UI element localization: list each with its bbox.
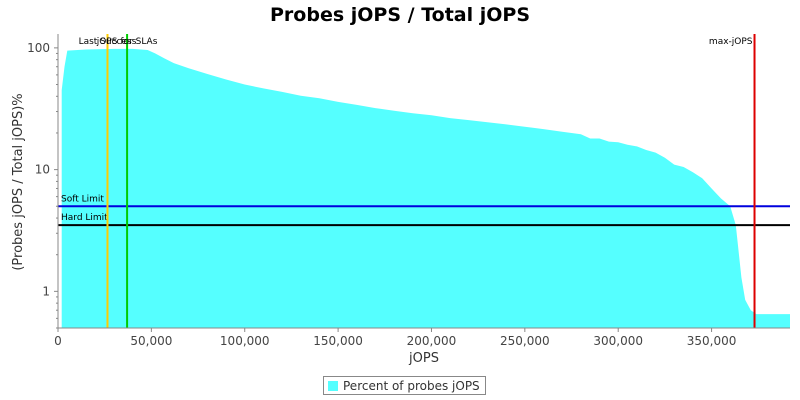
x-tick-label-6: 300,000 <box>593 334 643 348</box>
v-marker-label-1: jOPS for SLAs <box>96 37 158 47</box>
x-tick-label-2: 100,000 <box>220 334 270 348</box>
h-marker-label-0: Soft Limit <box>61 194 104 204</box>
x-axis-title: jOPS <box>408 351 439 366</box>
x-tick-label-7: 350,000 <box>687 334 737 348</box>
y-tick-label-2: 100 <box>27 41 50 55</box>
x-tick-label-3: 150,000 <box>313 334 363 348</box>
legend-label: Percent of probes jOPS <box>343 378 480 393</box>
chart-title: Probes jOPS / Total jOPS <box>270 4 530 26</box>
legend-swatch <box>328 380 338 391</box>
v-marker-label-2: max-jOPS <box>709 37 753 47</box>
h-marker-label-1: Hard Limit <box>61 213 108 223</box>
x-tick-label-0: 0 <box>54 334 62 348</box>
y-tick-label-0: 1 <box>42 284 50 298</box>
series-area-0 <box>61 48 790 329</box>
y-axis-title: (Probes jOPS / Total jOPS)% <box>11 93 26 270</box>
x-tick-label-5: 250,000 <box>500 334 550 348</box>
x-tick-label-4: 200,000 <box>407 334 457 348</box>
x-tick-label-1: 50,000 <box>130 334 172 348</box>
y-tick-label-1: 10 <box>35 163 50 177</box>
legend: Percent of probes jOPS <box>323 376 486 395</box>
v-marker-label-0: Last Success <box>79 37 137 47</box>
